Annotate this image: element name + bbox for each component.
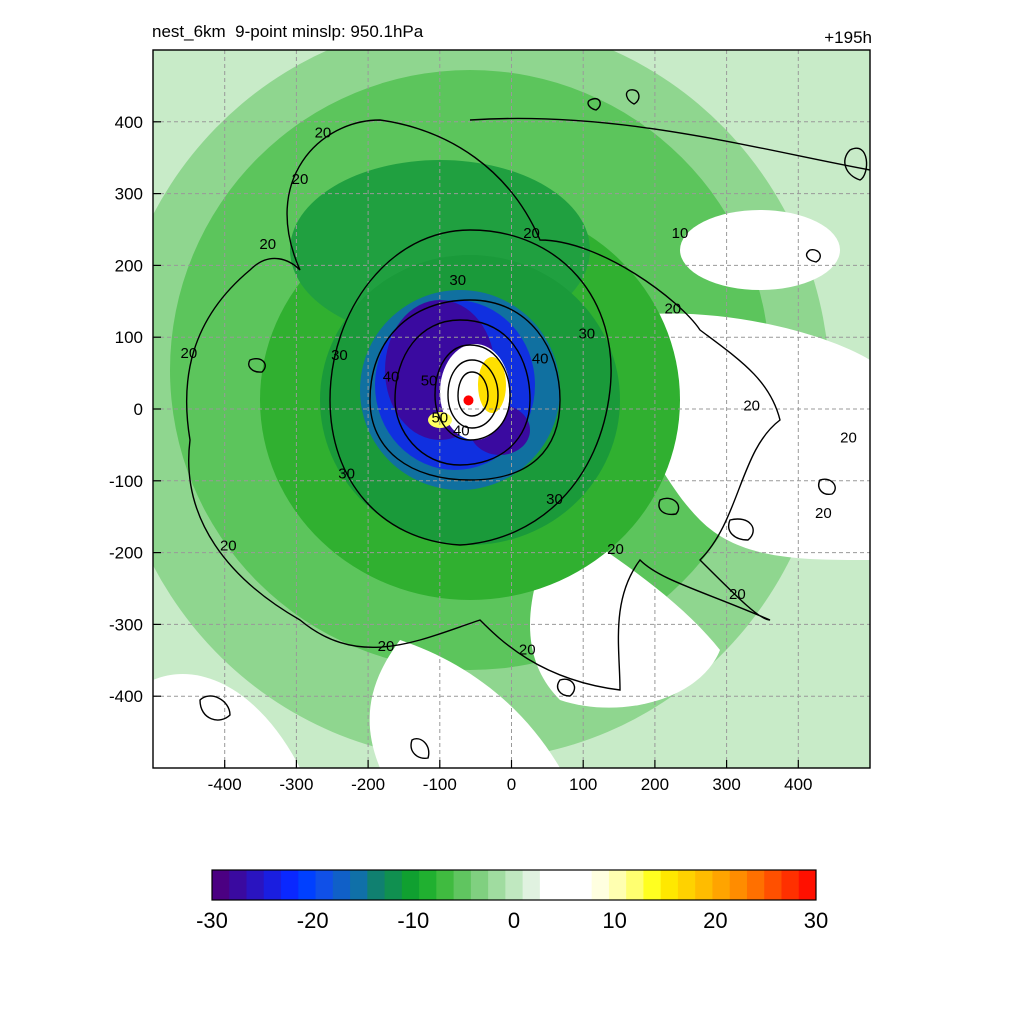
- y-tick-label: -300: [109, 615, 143, 634]
- colorbar-swatch: [746, 870, 765, 900]
- colorbar-swatch: [229, 870, 248, 900]
- colorbar-swatch: [470, 870, 489, 900]
- contour-label: 20: [378, 638, 395, 655]
- colorbar-swatch: [712, 870, 731, 900]
- contour-label: 50: [431, 410, 448, 427]
- x-tick-label: 100: [569, 775, 597, 794]
- contour-label: 40: [453, 423, 470, 440]
- x-tick-label: 300: [712, 775, 740, 794]
- contour-label: 50: [421, 372, 438, 389]
- y-tick-label: 400: [115, 113, 143, 132]
- colorbar-swatch: [798, 870, 817, 900]
- colorbar-swatch: [263, 870, 282, 900]
- contour-label: 40: [383, 369, 400, 386]
- colorbar-swatch: [332, 870, 351, 900]
- contour-label: 20: [664, 300, 681, 317]
- contour-label: 20: [523, 225, 540, 242]
- colorbar-swatch: [212, 870, 230, 900]
- y-axis: 400 300 200 100 0 -100 -200 -300 -400: [109, 113, 161, 706]
- colorbar-swatch: [574, 870, 593, 900]
- colorbar-swatch: [764, 870, 782, 900]
- contour-label: 20: [259, 236, 276, 253]
- colorbar-tick-label: 20: [703, 908, 727, 933]
- colorbar-swatch: [350, 870, 368, 900]
- y-tick-label: -200: [109, 544, 143, 563]
- forecast-hour-label: +195h: [824, 28, 872, 47]
- contour-label: 20: [743, 397, 760, 414]
- contour-label: 20: [315, 125, 332, 142]
- contour-labels: 20 20 20 20 10 20 30 30 30 40 50 40 40 50 20 30 30 20 20 20…: [181, 125, 857, 659]
- storm-center-marker: [463, 395, 474, 406]
- colorbar-tick-label: -20: [297, 908, 329, 933]
- contour-label: 30: [338, 466, 355, 483]
- y-tick-label: 200: [115, 256, 143, 275]
- x-tick-label: 200: [641, 775, 669, 794]
- chart-title: nest_6km 9-point minslp: 950.1hPa: [152, 22, 424, 41]
- contour-label: 20: [292, 171, 309, 188]
- colorbar-swatch: [591, 870, 610, 900]
- x-tick-label: -100: [423, 775, 457, 794]
- colorbar-frame: [211, 869, 817, 901]
- contour-label: 30: [546, 491, 563, 508]
- colorbar-swatch: [539, 870, 558, 900]
- colorbar-tick-label: 30: [804, 908, 828, 933]
- contour-lines: [185, 89, 870, 759]
- colorbar-swatch: [367, 870, 386, 900]
- contour-label: 20: [607, 541, 624, 558]
- y-tick-label: -100: [109, 472, 143, 491]
- colorbar-swatch: [281, 870, 299, 900]
- colorbar-swatch: [315, 870, 334, 900]
- shaded-field: [153, 50, 870, 768]
- y-tick-label: 300: [115, 185, 143, 204]
- contour-label: 20: [519, 642, 536, 659]
- contour-label: 10: [672, 225, 689, 242]
- colorbar-tick-label: 10: [602, 908, 626, 933]
- contour-label: 20: [840, 430, 857, 447]
- colorbar-swatch: [729, 870, 748, 900]
- colorbar: -30 -20 -10 0 10 20 30: [196, 869, 828, 933]
- colorbar-swatch: [695, 870, 713, 900]
- y-tick-label: 0: [134, 400, 143, 419]
- colorbar-swatch: [522, 870, 541, 900]
- colorbar-swatch: [488, 870, 506, 900]
- contour-label: 30: [331, 347, 348, 364]
- colorbar-tick-label: -10: [397, 908, 429, 933]
- contour-label: 20: [815, 505, 832, 522]
- x-tick-label: -300: [279, 775, 313, 794]
- colorbar-swatch: [505, 870, 524, 900]
- colorbar-swatch: [781, 870, 800, 900]
- contour-label: 20: [729, 586, 746, 603]
- colorbar-swatch: [384, 870, 403, 900]
- colorbar-swatch: [677, 870, 696, 900]
- colorbar-tick-label: 0: [508, 908, 520, 933]
- colorbar-swatch: [626, 870, 644, 900]
- x-tick-label: -200: [351, 775, 385, 794]
- x-tick-label: 400: [784, 775, 812, 794]
- colorbar-swatch: [401, 870, 420, 900]
- colorbar-swatch: [453, 870, 472, 900]
- colorbar-swatch: [557, 870, 575, 900]
- x-tick-label: -400: [208, 775, 242, 794]
- x-axis: -400 -300 -200 -100 0 100 200 300 400: [208, 760, 812, 794]
- colorbar-swatch: [246, 870, 265, 900]
- contour-label: 40: [532, 351, 549, 368]
- colorbar-swatch: [436, 870, 455, 900]
- contour-label: 20: [220, 537, 237, 554]
- contour-label: 30: [449, 272, 466, 289]
- contour-label: 20: [181, 345, 198, 362]
- colorbar-swatch: [298, 870, 317, 900]
- y-tick-label: -400: [109, 687, 143, 706]
- y-tick-label: 100: [115, 328, 143, 347]
- colorbar-swatch: [608, 870, 627, 900]
- colorbar-swatch: [643, 870, 662, 900]
- colorbar-tick-label: -30: [196, 908, 228, 933]
- colorbar-swatch: [419, 870, 437, 900]
- contour-label: 30: [578, 326, 595, 343]
- colorbar-swatch: [660, 870, 679, 900]
- x-tick-label: 0: [507, 775, 516, 794]
